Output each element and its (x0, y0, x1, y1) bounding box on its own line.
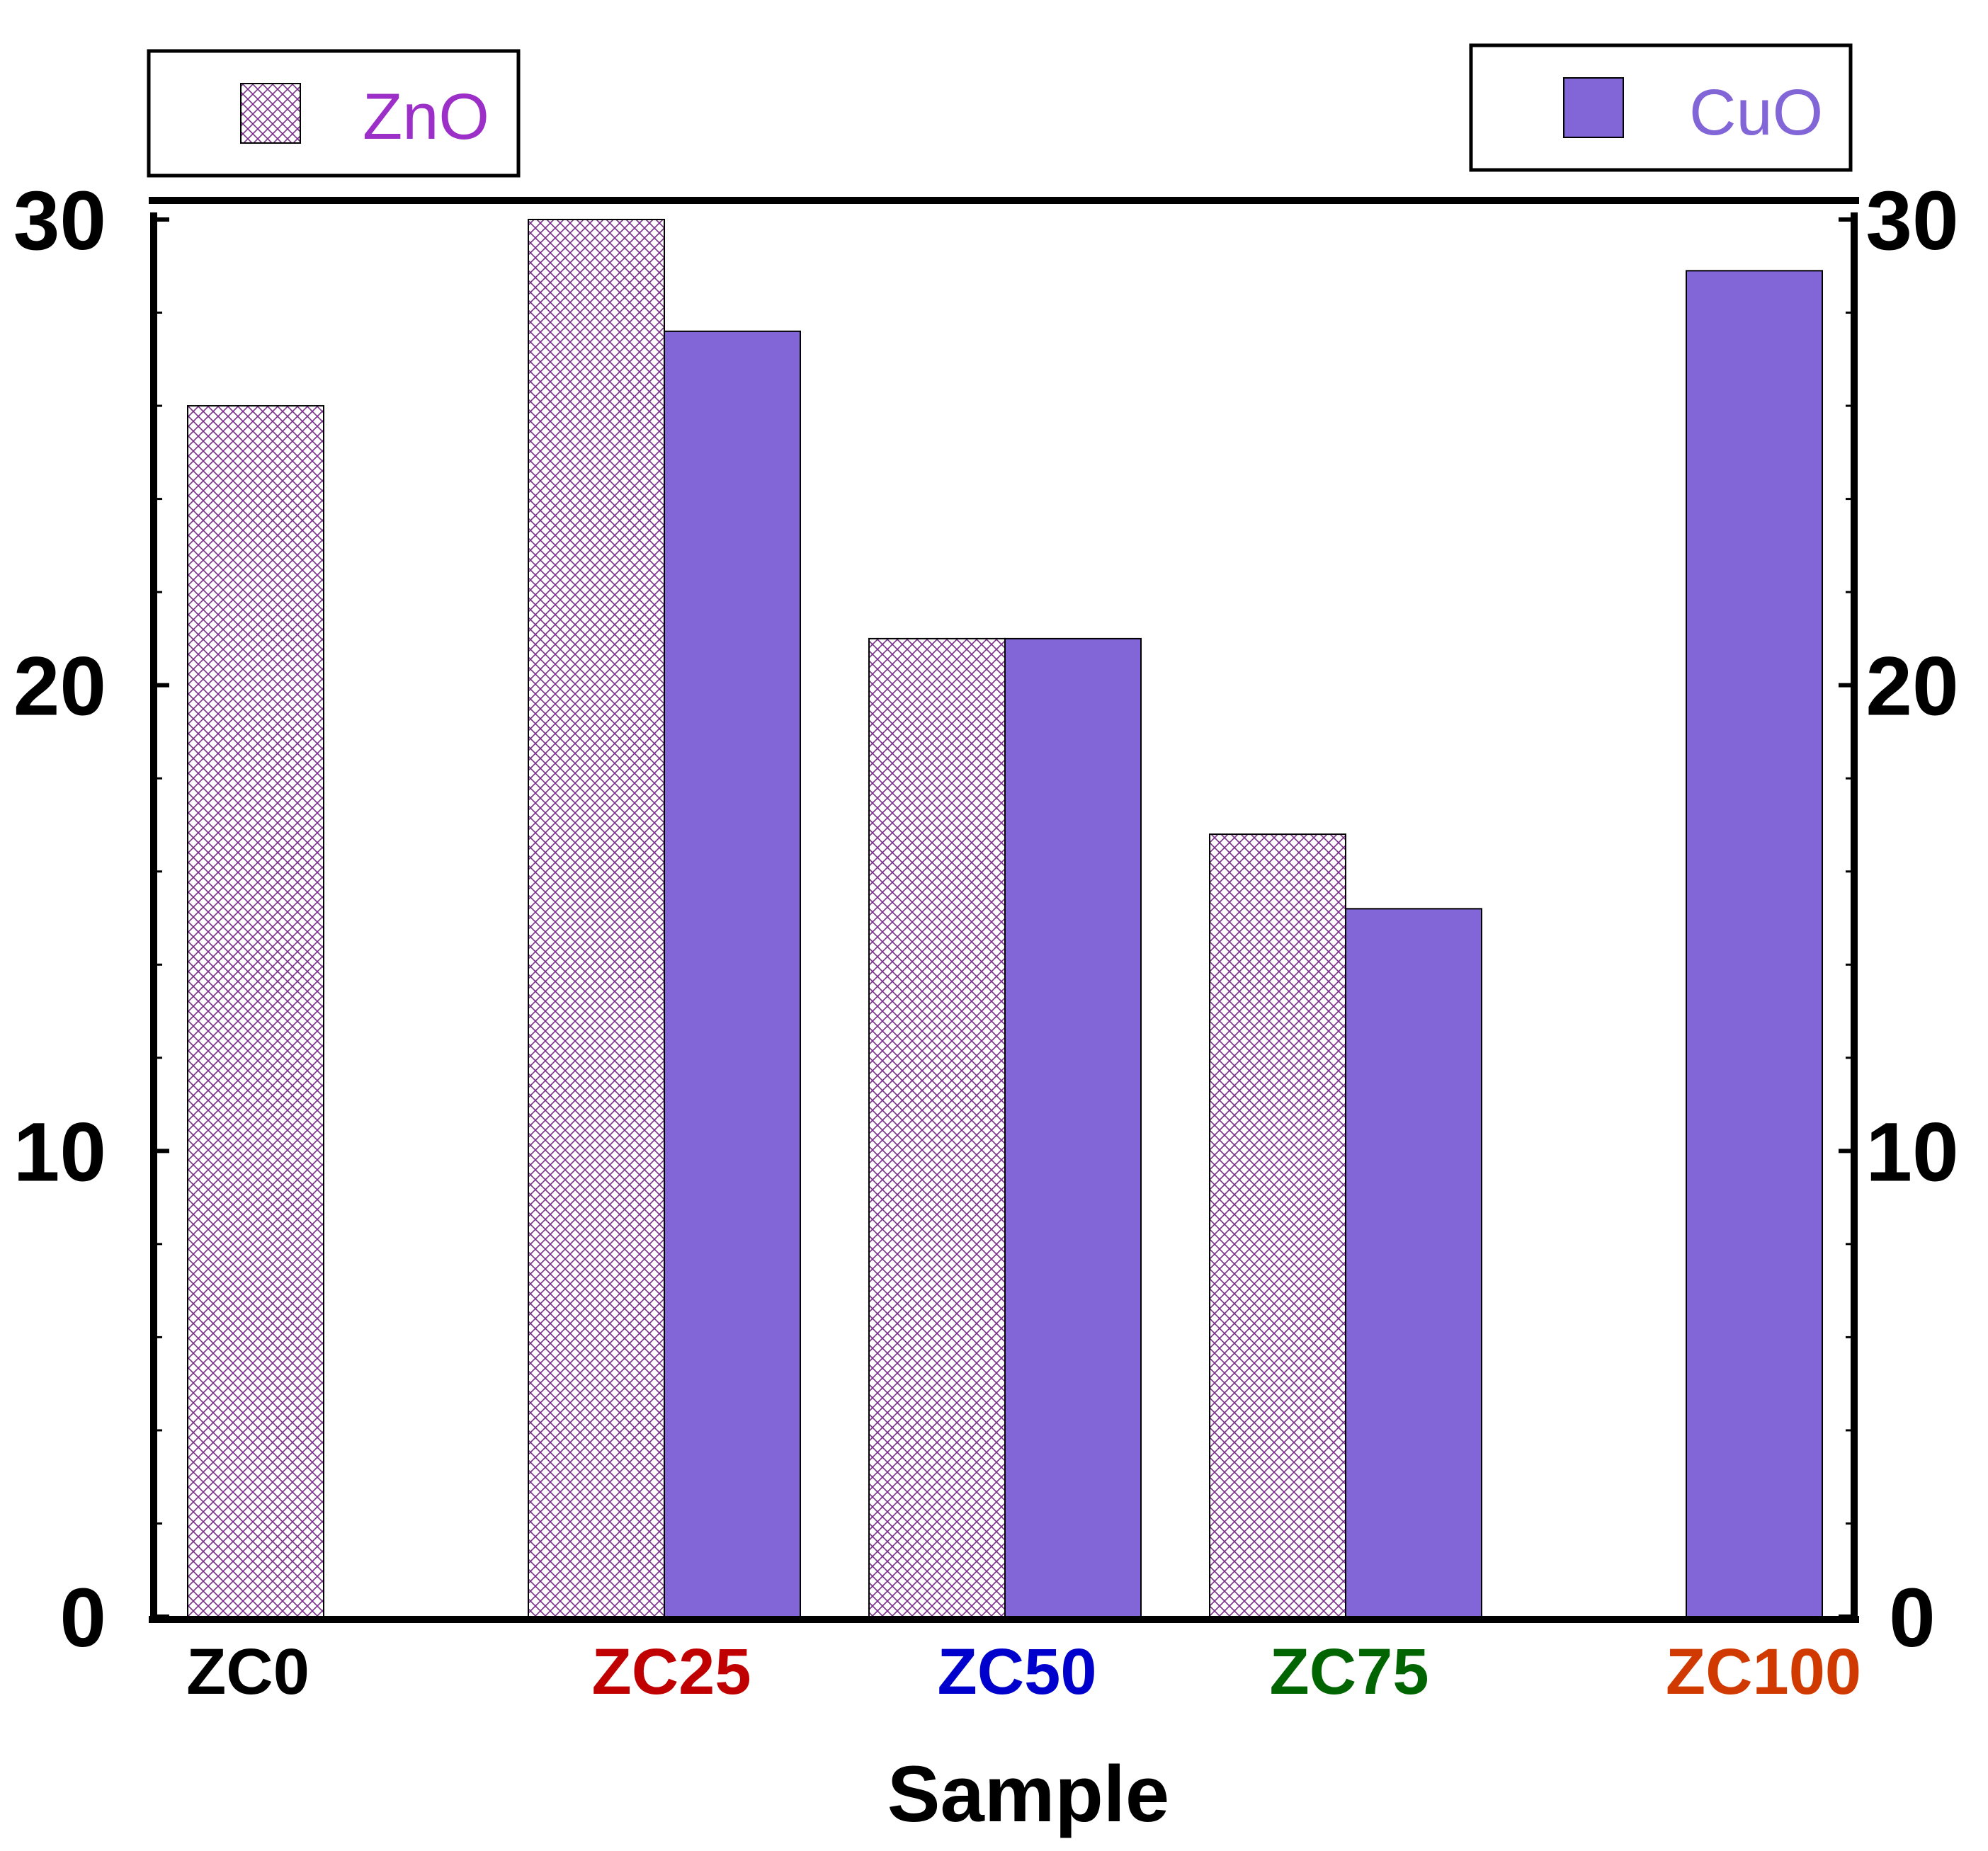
x-tick-label-zc100: ZC100 (1666, 1636, 1861, 1708)
legend-cuo-box (1469, 43, 1853, 172)
y-tick-label-left: 0 (59, 1571, 106, 1665)
y-tick-label-left: 20 (13, 640, 106, 734)
legend-zno: ZnO (147, 49, 521, 178)
legend-cuo-swatch (1563, 77, 1624, 138)
y-tick-label-left: 10 (13, 1105, 106, 1199)
legend-cuo-label: CuO (1689, 76, 1823, 149)
axis-labels: 0 0 10 10 20 20 30 30 ZC0 ZC25 ZC50 ZC75 ZC100 (13, 174, 1959, 1708)
bar-cuo-zc50 (1004, 637, 1142, 1617)
bar-zno-zc50 (868, 637, 1006, 1617)
axis-ticks (154, 217, 1854, 1619)
y-tick-label-left: 30 (13, 174, 106, 268)
legend-zno-swatch (240, 83, 301, 144)
bar-cuo-zc100 (1686, 270, 1823, 1617)
legend-zno-label: ZnO (363, 81, 489, 153)
y-tick-label-right: 30 (1865, 174, 1958, 268)
legend-cuo: CuO (1469, 43, 1853, 172)
x-tick-label-zc50: ZC50 (938, 1636, 1097, 1708)
y-tick-label-right: 0 (1889, 1571, 1936, 1665)
y-tick-label-right: 20 (1865, 640, 1958, 734)
x-tick-label-zc75: ZC75 (1270, 1636, 1429, 1708)
bar-zno-zc25 (528, 219, 665, 1617)
x-tick-label-zc25: ZC25 (592, 1636, 751, 1708)
y-tick-label-right: 10 (1865, 1105, 1958, 1199)
bar-zno-zc75 (1209, 833, 1346, 1617)
bars (187, 219, 1823, 1618)
bar-zno-zc0 (187, 405, 324, 1617)
x-tick-label-zc0: ZC0 (186, 1636, 309, 1708)
legend-zno-box (147, 49, 521, 178)
bar-cuo-zc25 (664, 330, 801, 1618)
bar-cuo-zc75 (1345, 908, 1482, 1617)
x-axis-title: Sample (887, 1750, 1169, 1838)
